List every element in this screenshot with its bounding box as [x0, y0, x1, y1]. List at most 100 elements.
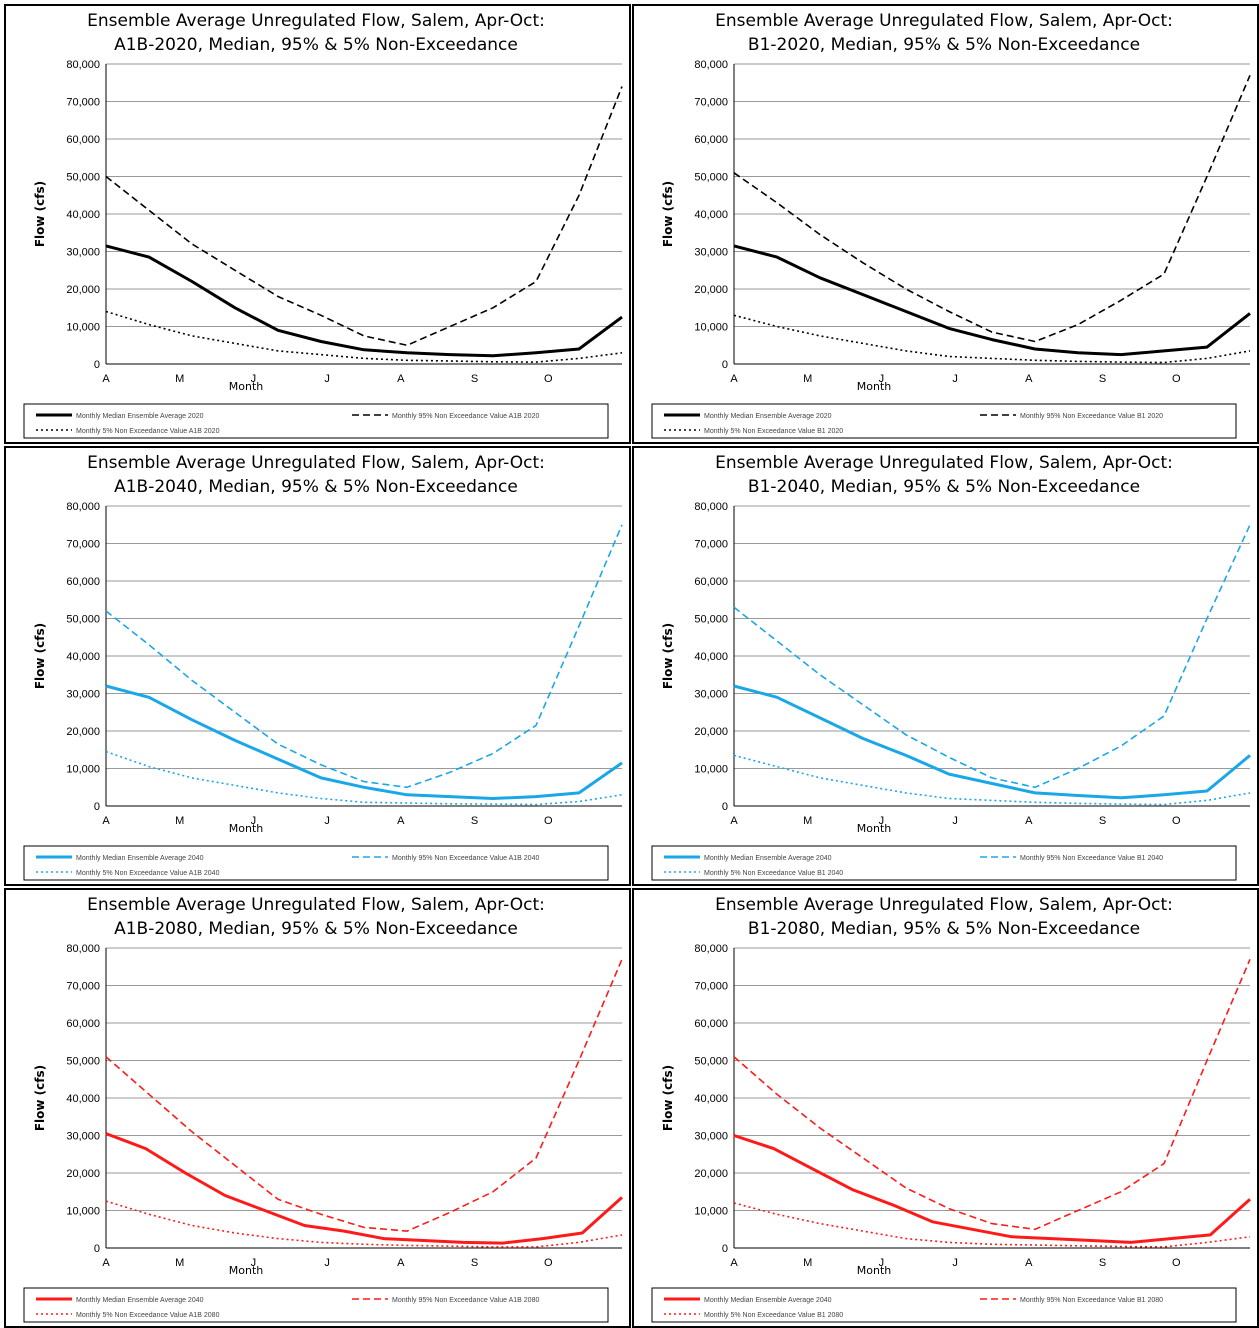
y-tick-label: 20,000	[694, 284, 728, 296]
legend-label: Monthly 5% Non Exceedance Value A1B 2020	[76, 428, 220, 435]
y-tick-label: 80,000	[66, 501, 100, 513]
x-tick-label: S	[1099, 373, 1106, 385]
y-tick-label: 50,000	[694, 1056, 728, 1068]
y-tick-label: 70,000	[694, 539, 728, 551]
chart-title: Ensemble Average Unregulated Flow, Salem…	[715, 453, 1173, 473]
y-tick-label: 80,000	[694, 501, 728, 513]
y-tick-label: 30,000	[66, 1131, 100, 1143]
x-tick-label: S	[1099, 1257, 1106, 1269]
legend-frame	[23, 403, 609, 439]
chart-panel: Ensemble Average Unregulated Flow, Salem…	[632, 888, 1259, 1328]
legend-label: Monthly 5% Non Exceedance Value A1B 2080	[76, 1312, 220, 1319]
series-line	[105, 244, 623, 358]
x-tick-label: O	[1172, 815, 1181, 827]
chart-title: Ensemble Average Unregulated Flow, Salem…	[87, 895, 545, 915]
y-tick-label: 0	[94, 1243, 100, 1255]
x-tick-label: J	[324, 815, 330, 827]
chart-svg: Ensemble Average Unregulated Flow, Salem…	[23, 11, 623, 439]
y-tick-label: 20,000	[66, 1168, 100, 1180]
legend-label: Monthly Median Ensemble Average 2020	[76, 413, 204, 420]
series-line	[733, 958, 1251, 1231]
y-axis-label: Flow (cfs)	[33, 1065, 47, 1131]
x-axis-label: Month	[857, 822, 892, 835]
chart-title: Ensemble Average Unregulated Flow, Salem…	[87, 11, 545, 31]
chart-title: Ensemble Average Unregulated Flow, Salem…	[87, 453, 545, 473]
x-tick-label: O	[1172, 1257, 1181, 1269]
x-tick-label: O	[544, 815, 553, 827]
legend-label: Monthly 95% Non Exceedance Value B1 2040	[1020, 855, 1163, 862]
series-line	[733, 244, 1251, 357]
legend-label: Monthly 95% Non Exceedance Value A1B 204…	[392, 855, 539, 862]
y-tick-label: 50,000	[694, 172, 728, 184]
x-axis-label: Month	[857, 380, 892, 393]
x-tick-label: J	[324, 373, 330, 385]
y-axis-label: Flow (cfs)	[33, 181, 47, 247]
y-tick-label: 20,000	[694, 726, 728, 738]
legend-label: Monthly 5% Non Exceedance Value B1 2080	[704, 1312, 843, 1319]
legend-label: Monthly Median Ensemble Average 2040	[76, 855, 204, 862]
y-tick-label: 30,000	[66, 247, 100, 259]
y-tick-label: 80,000	[66, 59, 100, 71]
legend-label: Monthly 5% Non Exceedance Value B1 2040	[704, 870, 843, 877]
chart-subtitle: A1B-2040, Median, 95% & 5% Non-Exceedanc…	[114, 477, 518, 497]
series-line	[105, 1200, 623, 1248]
x-tick-label: S	[471, 1257, 478, 1269]
y-tick-label: 40,000	[66, 651, 100, 663]
x-tick-label: J	[251, 1257, 257, 1269]
legend: Monthly Median Ensemble Average 2040 Mont…	[651, 1287, 1237, 1323]
y-tick-label: 40,000	[66, 1093, 100, 1105]
y-tick-label: 30,000	[694, 689, 728, 701]
y-tick-label: 50,000	[66, 172, 100, 184]
x-tick-label: J	[952, 373, 958, 385]
x-tick-label: A	[397, 1257, 405, 1269]
y-tick-label: 0	[94, 359, 100, 371]
x-tick-label: A	[397, 815, 405, 827]
y-tick-label: 10,000	[694, 764, 728, 776]
y-tick-label: 80,000	[694, 943, 728, 955]
y-tick-label: 80,000	[694, 59, 728, 71]
chart-panel: Ensemble Average Unregulated Flow, Salem…	[4, 888, 631, 1328]
chart-panel: Ensemble Average Unregulated Flow, Salem…	[4, 4, 631, 444]
y-tick-label: 30,000	[694, 247, 728, 259]
x-tick-label: A	[730, 373, 738, 385]
series-line	[105, 524, 623, 789]
chart-svg: Ensemble Average Unregulated Flow, Salem…	[651, 453, 1251, 881]
y-tick-label: 10,000	[694, 322, 728, 334]
y-tick-label: 60,000	[66, 1018, 100, 1030]
series-line	[733, 1202, 1251, 1248]
x-tick-label: M	[803, 1257, 812, 1269]
x-tick-label: O	[544, 1257, 553, 1269]
legend-label: Monthly Median Ensemble Average 2040	[704, 1297, 832, 1304]
legend-label: Monthly 5% Non Exceedance Value A1B 2040	[76, 870, 220, 877]
legend-label: Monthly Median Ensemble Average 2040	[76, 1297, 204, 1304]
y-tick-label: 40,000	[66, 209, 100, 221]
series-line	[105, 310, 623, 363]
y-tick-label: 0	[94, 801, 100, 813]
x-tick-label: J	[251, 815, 257, 827]
y-tick-label: 40,000	[694, 209, 728, 221]
y-tick-label: 60,000	[694, 134, 728, 146]
series-line	[733, 754, 1251, 806]
x-tick-label: A	[102, 373, 110, 385]
x-tick-label: J	[879, 815, 885, 827]
series-line	[733, 74, 1251, 343]
legend-frame	[651, 1287, 1237, 1323]
series-line	[733, 524, 1251, 789]
x-tick-label: O	[544, 373, 553, 385]
y-tick-label: 50,000	[694, 614, 728, 626]
y-tick-label: 10,000	[694, 1206, 728, 1218]
y-tick-label: 20,000	[694, 1168, 728, 1180]
x-axis-label: Month	[229, 1264, 264, 1277]
x-tick-label: A	[102, 1257, 110, 1269]
series-line	[733, 684, 1251, 800]
x-axis-label: Month	[229, 380, 264, 393]
x-tick-label: M	[175, 1257, 184, 1269]
series-line	[105, 86, 623, 347]
y-tick-label: 0	[722, 801, 728, 813]
y-tick-label: 50,000	[66, 614, 100, 626]
legend-label: Monthly 95% Non Exceedance Value A1B 208…	[392, 1297, 539, 1304]
x-axis-label: Month	[857, 1264, 892, 1277]
x-tick-label: A	[730, 1257, 738, 1269]
legend-frame	[651, 845, 1237, 881]
